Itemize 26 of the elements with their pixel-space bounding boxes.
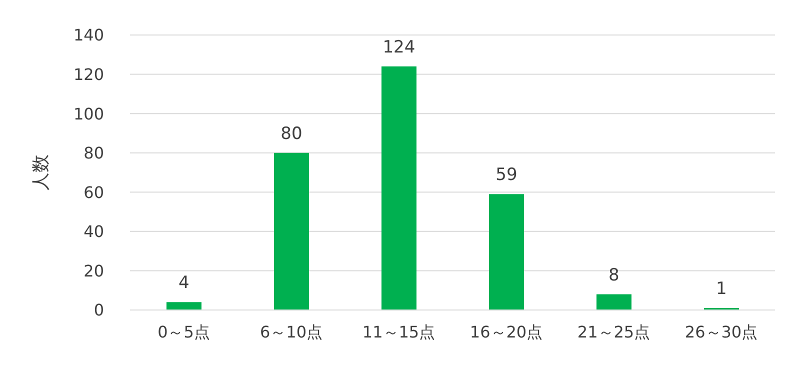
y-tick-label: 140 [73,26,104,45]
y-tick-label: 100 [73,104,104,124]
y-tick-label: 80 [84,144,104,163]
bar [381,66,416,310]
data-label: 59 [496,165,518,186]
y-tick-label: 20 [84,261,104,280]
data-label: 80 [280,124,302,144]
data-label: 124 [382,37,416,58]
data-label: 4 [178,273,190,294]
x-tick-label: 0～5点 [158,322,210,342]
y-tick-label: 0 [94,300,104,320]
y-tick-label: 40 [84,222,104,242]
y-tick-label: 120 [73,64,104,84]
bar [166,302,202,310]
bar [274,152,309,310]
x-tick-label: 6～10点 [260,322,323,342]
bar [596,294,632,310]
data-label: 8 [608,265,620,286]
x-tick-label: 26～30点 [684,322,758,342]
y-axis-title: 人数 [30,154,52,190]
x-tick-label: 16～20点 [470,322,543,342]
bar [488,194,524,310]
x-tick-label: 11～15点 [362,322,436,342]
x-tick-label: 21～25点 [577,322,650,342]
data-label: 1 [716,279,727,300]
y-tick-label: 60 [84,182,104,202]
